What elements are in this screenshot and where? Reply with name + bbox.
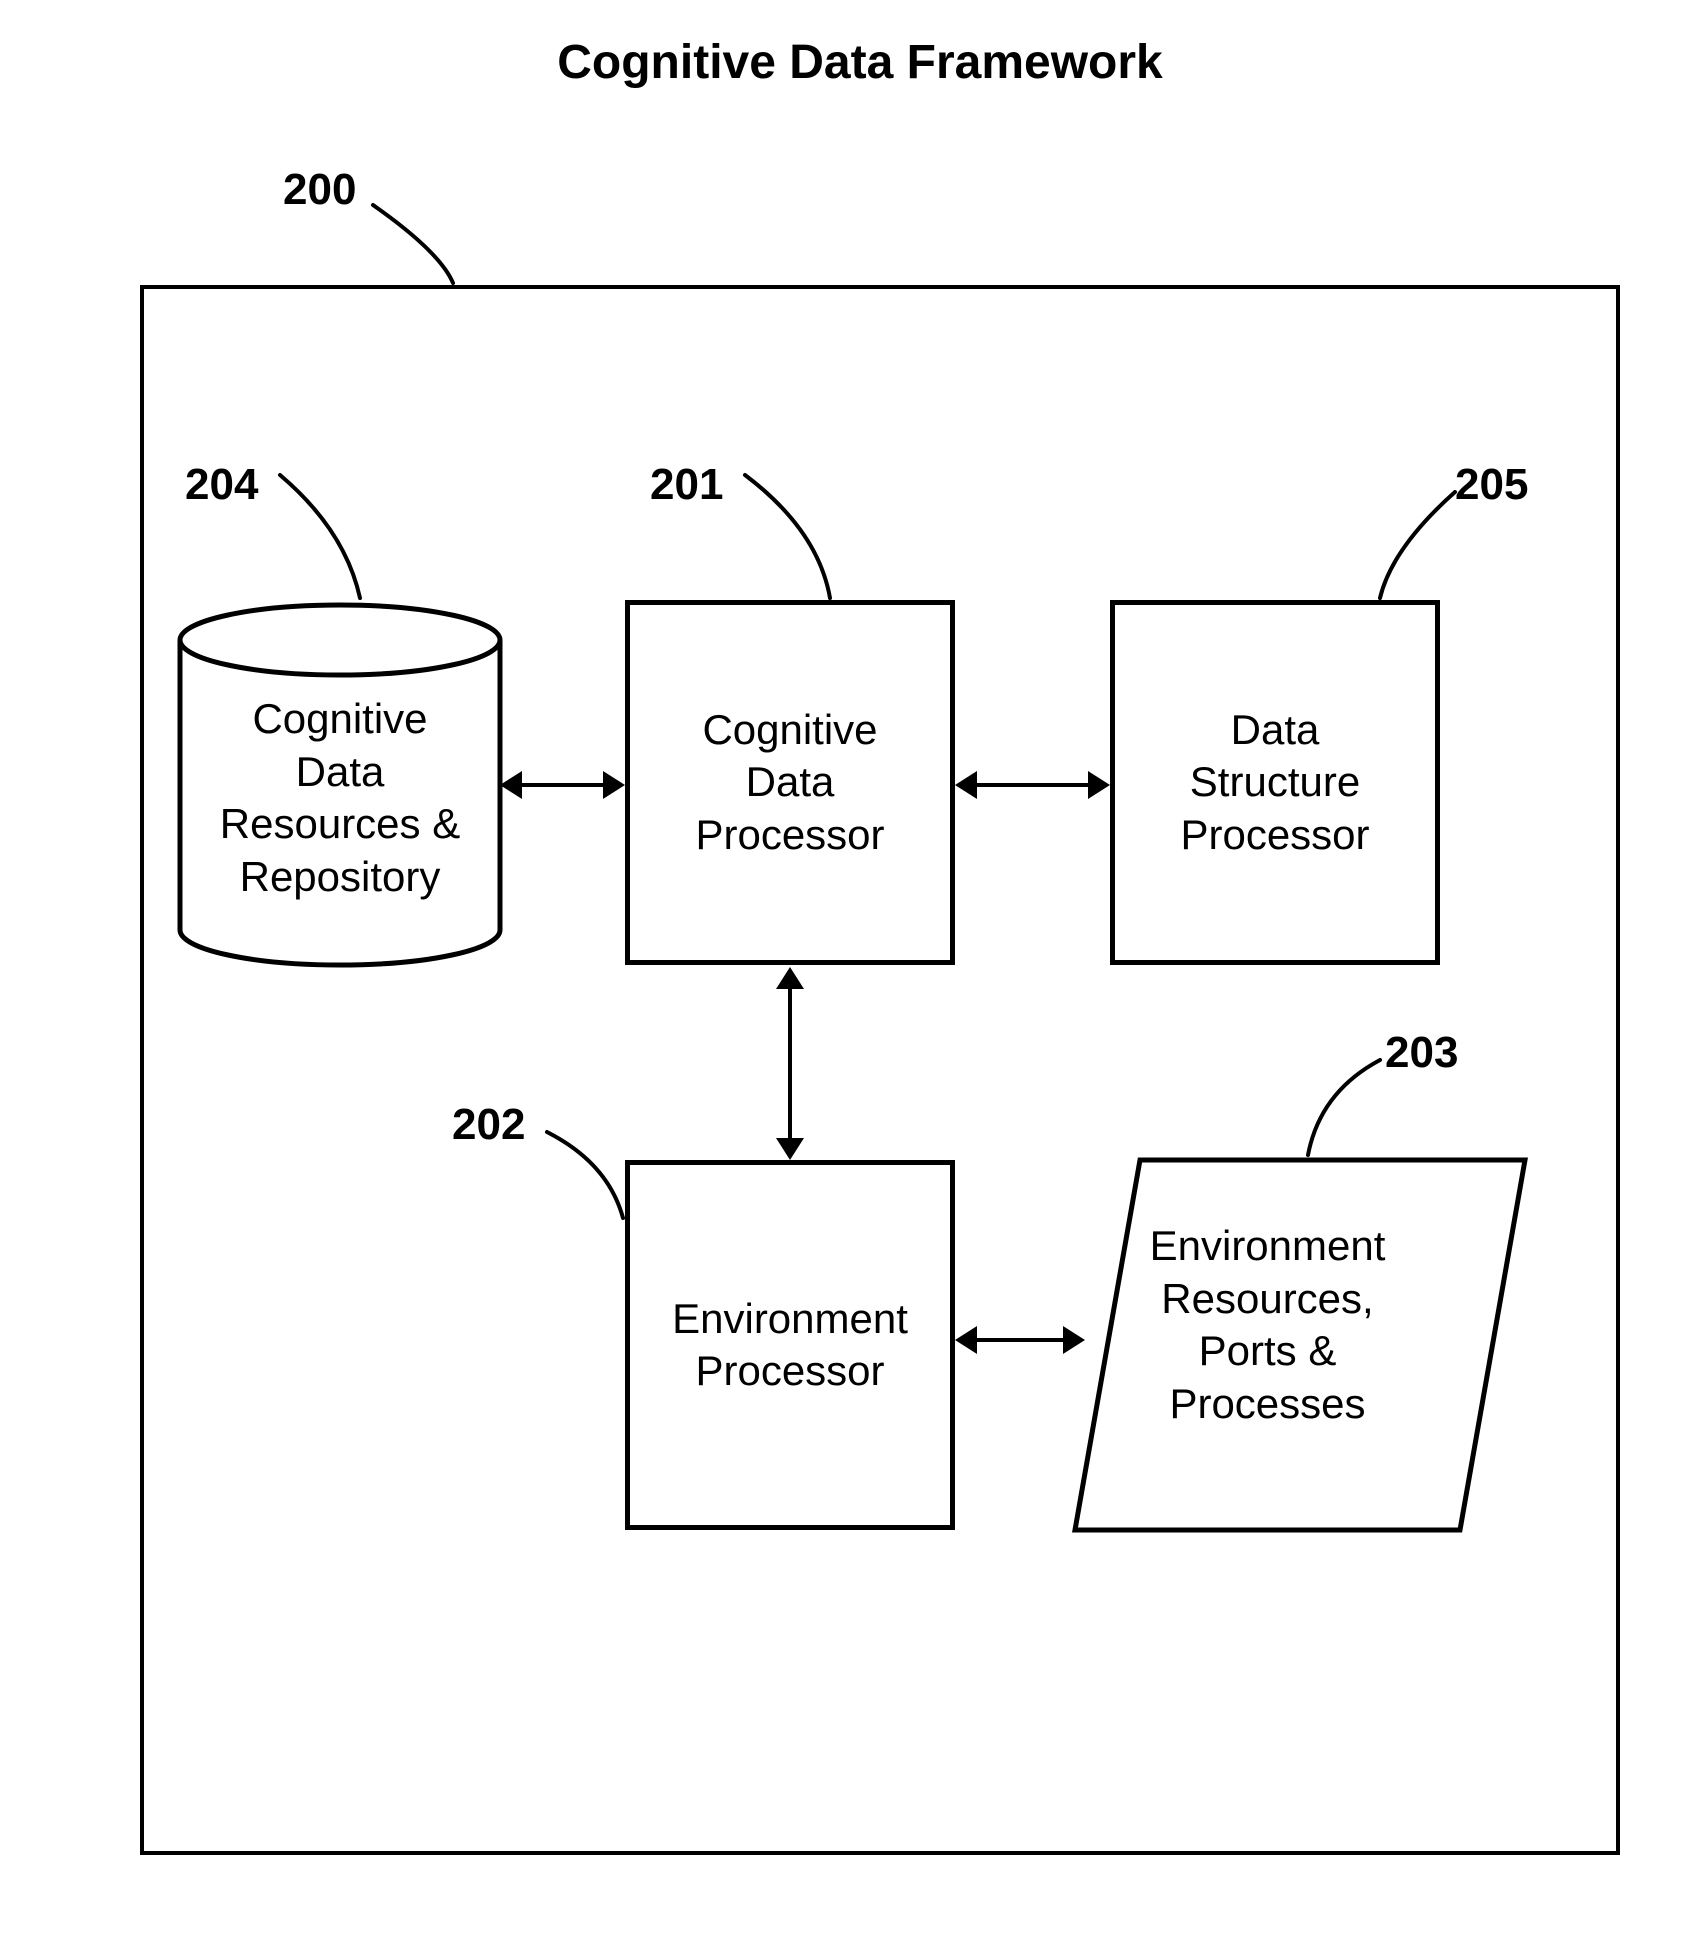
node-cognitive-data-repo-label: CognitiveDataResources &Repository bbox=[180, 693, 500, 903]
node-env-resources-label: EnvironmentResources,Ports &Processes bbox=[1085, 1220, 1450, 1430]
ref-202: 202 bbox=[452, 1100, 525, 1150]
ref-205: 205 bbox=[1455, 460, 1528, 510]
diagram-root: Cognitive Data Framework 200 204 201 205… bbox=[0, 0, 1705, 1942]
ref-204: 204 bbox=[185, 460, 258, 510]
node-cognitive-data-processor: CognitiveDataProcessor bbox=[625, 600, 955, 965]
node-label: DataStructureProcessor bbox=[1180, 704, 1369, 862]
ref-203: 203 bbox=[1385, 1028, 1458, 1078]
node-label: CognitiveDataProcessor bbox=[695, 704, 884, 862]
ref-201: 201 bbox=[650, 460, 723, 510]
figure-title: Cognitive Data Framework bbox=[410, 35, 1310, 90]
node-data-structure-processor: DataStructureProcessor bbox=[1110, 600, 1440, 965]
node-environment-processor: EnvironmentProcessor bbox=[625, 1160, 955, 1530]
node-label: EnvironmentProcessor bbox=[672, 1293, 908, 1398]
ref-200: 200 bbox=[283, 165, 356, 215]
